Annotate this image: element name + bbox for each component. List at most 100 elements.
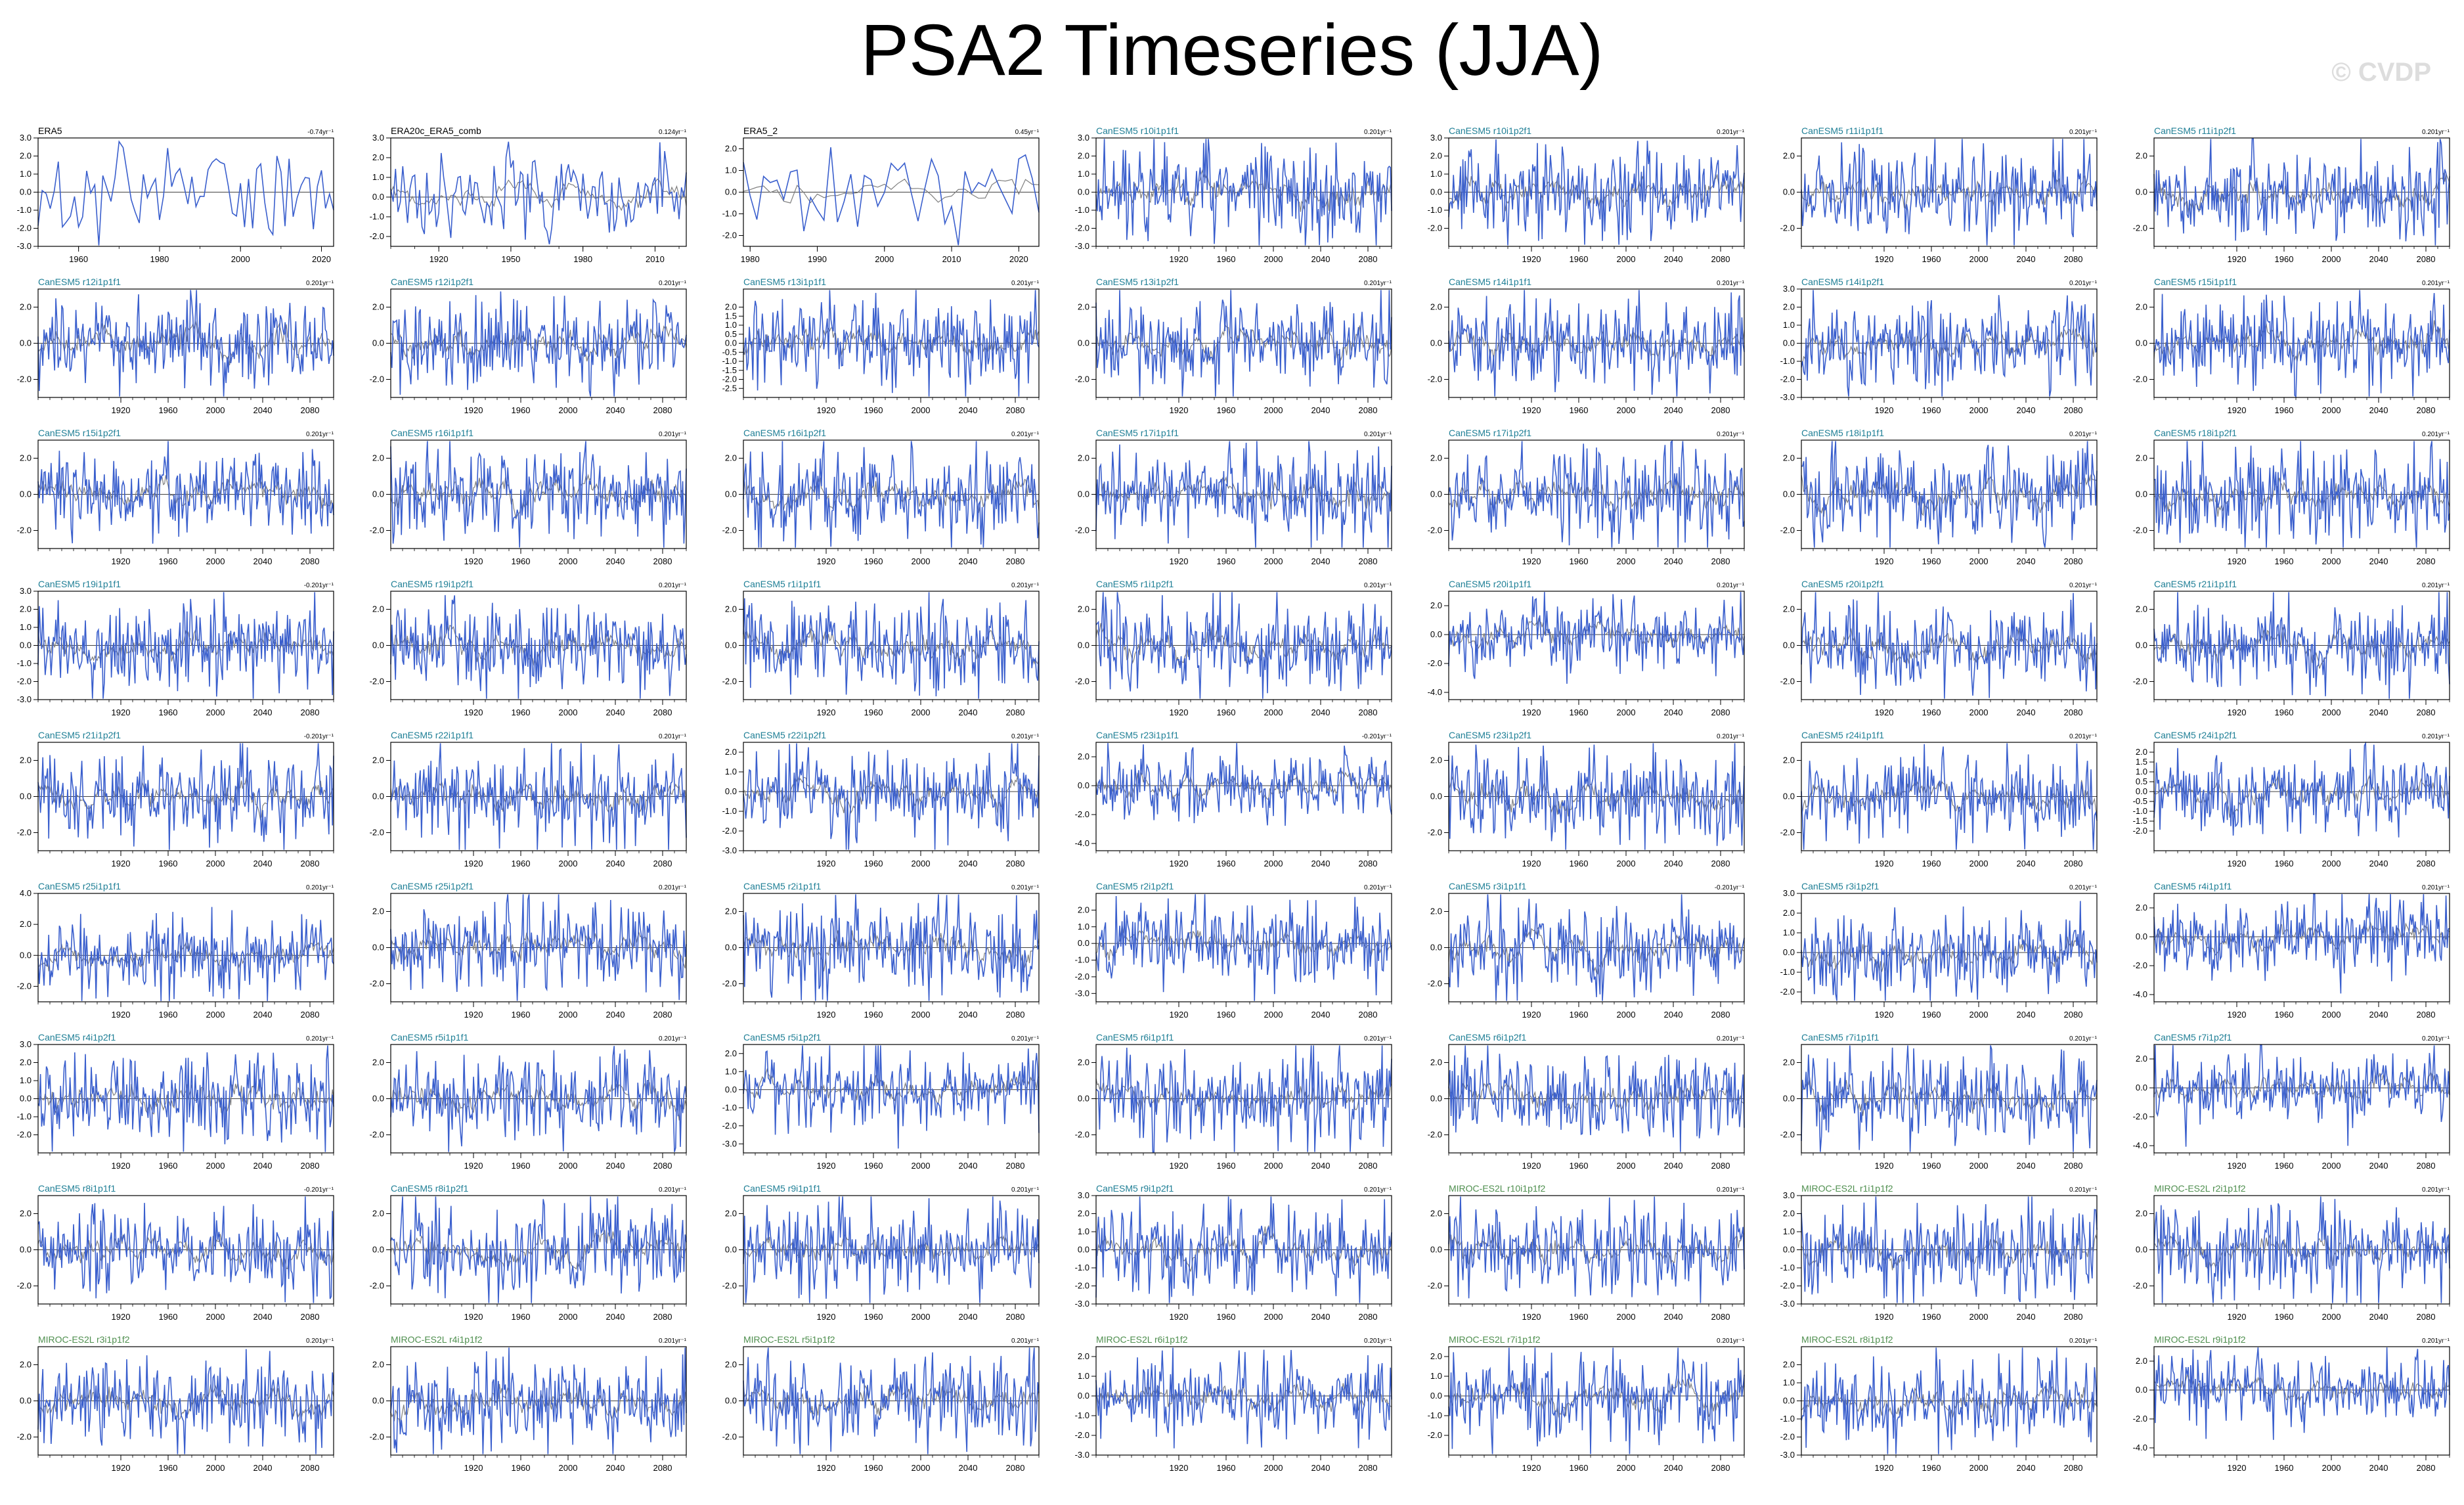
y-tick-label: -1.0: [17, 658, 32, 668]
x-tick-label: 2080: [301, 1463, 320, 1473]
x-tick-label: 2080: [1006, 859, 1025, 868]
x-tick-label: 2080: [2064, 1010, 2083, 1020]
x-tick-label: 1920: [112, 859, 131, 868]
y-tick-label: 0.5: [2136, 776, 2147, 786]
x-tick-label: 2000: [1264, 405, 1283, 415]
y-tick-label: 2.0: [20, 919, 32, 929]
x-tick-label: 2080: [2064, 1312, 2083, 1322]
x-tick-label: 1960: [864, 859, 883, 868]
x-tick-label: 1920: [817, 1010, 836, 1020]
x-tick-label: 1920: [2228, 708, 2247, 717]
y-tick-label: 0.0: [725, 640, 737, 650]
y-tick-label: -3.0: [722, 1138, 737, 1148]
x-tick-label: 1960: [512, 1312, 531, 1322]
y-tick-label: 0.0: [1783, 1094, 1795, 1104]
x-tick-label: 1920: [464, 859, 483, 868]
x-tick-label: 2000: [231, 254, 250, 264]
x-tick-label: 2040: [253, 1463, 273, 1473]
psa2-series-line: [743, 592, 1040, 699]
plot-frame: [1095, 742, 1392, 851]
panel-plot: CanESM5 r4i1p1f1 0.201yr⁻¹ 1920 1960 2000 204…: [2133, 881, 2450, 1020]
panel-trend-label: -0.201yr⁻¹: [304, 733, 334, 740]
y-tick-label: -1.0: [1428, 205, 1442, 215]
timeseries-panel: CanESM5 r12i1p1f1 0.201yr⁻¹ 1920 1960 2000 20…: [0, 275, 336, 416]
x-tick-label: 1960: [1570, 1161, 1589, 1171]
panel-trend-label: 0.201yr⁻¹: [1011, 1337, 1040, 1345]
x-tick-label: 1920: [1875, 1010, 1894, 1020]
y-tick-label: 1.0: [725, 767, 737, 776]
x-tick-label: 2080: [653, 405, 672, 415]
panel-plot: CanESM5 r14i1p2f1 0.201yr⁻¹ 1920 1960 2000 20…: [1780, 277, 2098, 415]
y-tick-label: -3.0: [1780, 1450, 1795, 1460]
y-tick-label: 0.0: [2136, 932, 2147, 941]
y-tick-label: 1.0: [1078, 169, 1089, 179]
panel-title: CanESM5 r23i1p1f1: [1096, 730, 1179, 740]
panel-title: CanESM5 r9i1p1f1: [743, 1183, 822, 1194]
panel-plot: CanESM5 r16i1p1f1 0.201yr⁻¹ 1920 1960 2000 20…: [370, 428, 687, 566]
x-tick-label: 2080: [1359, 405, 1378, 415]
y-tick-label: -2.0: [722, 374, 737, 384]
panel-title: CanESM5 r18i1p1f1: [1801, 428, 1884, 438]
x-tick-label: 2000: [1617, 1161, 1636, 1171]
panel-plot: MIROC-ES2L r4i1p1f2 0.201yr⁻¹ 1920 1960 2000…: [370, 1334, 687, 1473]
panel-plot: CanESM5 r20i1p2f1 0.201yr⁻¹ 1920 1960 2000 20…: [1780, 579, 2098, 717]
psa2-series-line: [37, 140, 334, 246]
x-tick-label: 2080: [1711, 708, 1730, 717]
x-tick-label: 1920: [1875, 1161, 1894, 1171]
x-tick-label: 1920: [112, 556, 131, 566]
plot-frame: [2153, 742, 2450, 851]
x-tick-label: 2080: [2064, 405, 2083, 415]
y-tick-label: 0.0: [725, 489, 737, 499]
panel-trend-label: 0.201yr⁻¹: [2422, 280, 2450, 287]
x-tick-label: 2040: [959, 1010, 978, 1020]
x-tick-label: 2040: [1311, 1010, 1331, 1020]
x-tick-label: 2040: [606, 859, 625, 868]
x-tick-label: 1960: [159, 556, 178, 566]
psa2-series-line: [1448, 290, 1745, 397]
comparison-series-line: [1448, 1081, 1745, 1112]
x-tick-label: 1920: [817, 1463, 836, 1473]
plot-frame: [1095, 893, 1392, 1002]
x-tick-label: 2080: [2064, 254, 2083, 264]
x-tick-label: 1920: [1170, 556, 1189, 566]
psa2-series-line: [743, 894, 1040, 1001]
panel-plot: CanESM5 r15i1p1f1 0.201yr⁻¹ 1920 1960 2000 20…: [2133, 277, 2450, 415]
y-tick-label: 0.0: [2136, 187, 2147, 197]
panel-trend-label: 0.201yr⁻¹: [2422, 582, 2450, 589]
y-tick-label: -1.0: [1428, 1410, 1442, 1420]
x-tick-label: 1960: [159, 1463, 178, 1473]
panel-plot: CanESM5 r11i1p2f1 0.201yr⁻¹ 1920 1960 2000 20…: [2133, 125, 2450, 264]
timeseries-panel: CanESM5 r19i1p2f1 0.201yr⁻¹ 1920 1960 2000 20…: [353, 577, 689, 718]
x-tick-label: 2080: [1359, 1161, 1378, 1171]
y-tick-label: -3.0: [1780, 1299, 1795, 1309]
x-tick-label: 2000: [1617, 1312, 1636, 1322]
y-tick-label: -4.0: [1428, 687, 1442, 697]
panel-title: MIROC-ES2L r5i1p1f2: [743, 1334, 835, 1345]
panel-trend-label: 0.201yr⁻¹: [2069, 129, 2098, 136]
x-tick-label: 2080: [1359, 556, 1378, 566]
timeseries-panel: CanESM5 r14i1p2f1 0.201yr⁻¹ 1920 1960 2000 20…: [1763, 275, 2100, 416]
y-tick-label: -4.0: [2133, 1443, 2147, 1452]
panel-plot: CanESM5 r17i1p1f1 0.201yr⁻¹ 1920 1960 2000 20…: [1075, 428, 1392, 566]
x-tick-label: 1960: [1922, 1463, 1941, 1473]
x-tick-label: 1920: [112, 405, 131, 415]
x-tick-label: 2000: [206, 708, 225, 717]
panel-plot: CanESM5 r19i1p2f1 0.201yr⁻¹ 1920 1960 2000 20…: [370, 579, 687, 717]
x-tick-label: 1960: [1922, 556, 1941, 566]
x-tick-label: 1920: [817, 859, 836, 868]
x-tick-label: 2000: [206, 1010, 225, 1020]
y-tick-label: -2.0: [17, 223, 32, 233]
psa2-series-line: [390, 1347, 687, 1454]
panel-title: MIROC-ES2L r10i1p1f2: [1449, 1183, 1546, 1194]
panel-title: CanESM5 r13i1p1f1: [743, 277, 826, 287]
panel-plot: CanESM5 r11i1p1f1 0.201yr⁻¹ 1920 1960 2000 20…: [1780, 125, 2098, 264]
x-tick-label: 2000: [1264, 556, 1283, 566]
timeseries-panel: CanESM5 r14i1p1f1 0.201yr⁻¹ 1920 1960 2000 20…: [1411, 275, 1747, 416]
y-tick-label: 2.0: [20, 302, 32, 312]
panel-plot: CanESM5 r17i1p2f1 0.201yr⁻¹ 1920 1960 2000 20…: [1428, 428, 1745, 566]
psa2-series-line: [37, 743, 334, 850]
timeseries-panel: CanESM5 r16i1p1f1 0.201yr⁻¹ 1920 1960 2000 20…: [353, 426, 689, 567]
y-tick-label: -3.0: [1075, 988, 1089, 998]
x-tick-label: 2080: [1359, 859, 1378, 868]
y-tick-label: 2.0: [1430, 151, 1442, 161]
